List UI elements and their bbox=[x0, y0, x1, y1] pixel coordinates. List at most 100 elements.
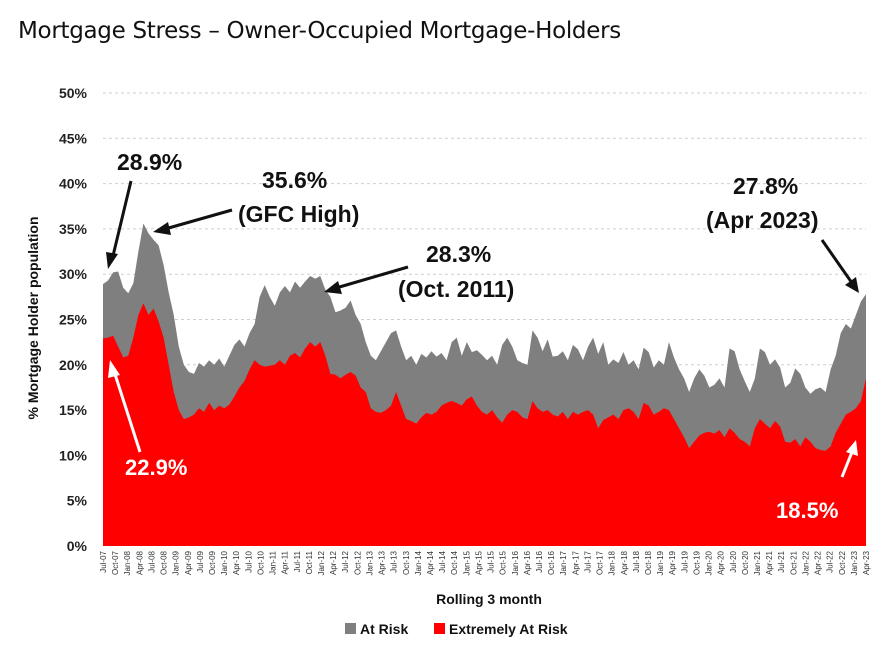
x-tick-label: Jan-19 bbox=[656, 550, 665, 575]
x-tick-label: Oct-18 bbox=[644, 550, 653, 575]
x-tick-label: Jan-12 bbox=[317, 550, 326, 575]
arrow-gfc-high-head bbox=[153, 222, 171, 235]
x-tick-label: Apr-12 bbox=[329, 550, 338, 575]
x-tick-label: Apr-19 bbox=[668, 550, 677, 575]
chart-areas bbox=[103, 223, 866, 546]
x-tick-label: Jul-14 bbox=[438, 550, 447, 572]
x-tick-label: Apr-11 bbox=[281, 550, 290, 574]
x-tick-label: Jan-09 bbox=[172, 550, 181, 575]
arrow-18-5 bbox=[840, 451, 854, 478]
x-tick-label: Oct-13 bbox=[402, 550, 411, 575]
x-tick-label: Jan-10 bbox=[220, 550, 229, 575]
x-tick-label: Oct-22 bbox=[838, 550, 847, 575]
x-axis-label: Rolling 3 month bbox=[436, 591, 542, 607]
x-tick-label: Jan-13 bbox=[365, 550, 374, 575]
x-tick-label: Apr-13 bbox=[378, 550, 387, 575]
x-tick-label: Oct-09 bbox=[208, 550, 217, 575]
x-tick-label: Apr-16 bbox=[523, 550, 532, 575]
x-tick-label: Oct-14 bbox=[450, 550, 459, 575]
x-tick-label: Apr-22 bbox=[814, 550, 823, 575]
legend-swatch-extremely-at-risk bbox=[434, 623, 445, 634]
arrow-22-9-head bbox=[108, 360, 120, 378]
x-tick-label: Apr-18 bbox=[620, 550, 629, 575]
x-tick-label: Jul-18 bbox=[632, 550, 641, 572]
y-tick-label: 25% bbox=[59, 312, 88, 328]
x-axis-ticks: Jul-07 Oct-07 Jan-08 Apr-08 Jul-08 Oct-08 Jan-… bbox=[99, 550, 871, 575]
x-tick-label: Apr-14 bbox=[426, 550, 435, 575]
annotation-28-9: 28.9% bbox=[117, 149, 182, 175]
y-axis-label: % Mortgage Holder population bbox=[25, 217, 41, 420]
x-tick-label: Oct-19 bbox=[692, 550, 701, 575]
x-tick-label: Jul-11 bbox=[293, 550, 302, 572]
annotation-28-3: 28.3% bbox=[426, 241, 491, 267]
y-tick-label: 20% bbox=[59, 357, 88, 373]
y-tick-label: 45% bbox=[59, 130, 88, 146]
x-tick-label: Oct-12 bbox=[353, 550, 362, 575]
y-tick-label: 0% bbox=[67, 538, 88, 554]
legend-swatch-at-risk bbox=[345, 623, 356, 634]
y-tick-label: 40% bbox=[59, 176, 88, 192]
arrow-18-5-head bbox=[846, 440, 858, 456]
x-tick-label: Jan-22 bbox=[801, 550, 810, 575]
x-tick-label: Jan-17 bbox=[559, 550, 568, 575]
x-tick-label: Jan-11 bbox=[269, 550, 278, 574]
x-tick-label: Apr-10 bbox=[232, 550, 241, 575]
y-tick-label: 10% bbox=[59, 447, 88, 463]
x-tick-label: Jul-12 bbox=[341, 550, 350, 572]
x-tick-label: Jul-09 bbox=[196, 550, 205, 572]
x-tick-label: Apr-09 bbox=[184, 550, 193, 575]
x-tick-label: Jul-20 bbox=[729, 550, 738, 572]
y-tick-label: 5% bbox=[67, 493, 88, 509]
arrow-gfc-high bbox=[164, 208, 233, 231]
x-tick-label: Jul-13 bbox=[390, 550, 399, 572]
arrow-apr-2023 bbox=[820, 239, 854, 284]
x-tick-label: Jan-08 bbox=[123, 550, 132, 575]
annotation-arrows bbox=[106, 180, 859, 478]
x-tick-label: Oct-17 bbox=[596, 550, 605, 575]
x-tick-label: Oct-11 bbox=[305, 550, 314, 574]
arrow-oct-2011 bbox=[335, 265, 409, 290]
arrow-apr-2023-head bbox=[845, 277, 859, 293]
arrow-28-9 bbox=[110, 180, 133, 261]
x-tick-label: Oct-20 bbox=[741, 550, 750, 575]
chart-title: Mortgage Stress – Owner-Occupied Mortgag… bbox=[18, 18, 621, 44]
annotation-27-8: 27.8% bbox=[733, 173, 798, 199]
y-tick-label: 35% bbox=[59, 221, 88, 237]
annotation-18-5: 18.5% bbox=[776, 498, 838, 523]
x-tick-label: Jan-15 bbox=[462, 550, 471, 575]
x-tick-label: Jul-16 bbox=[535, 550, 544, 572]
x-tick-label: Jul-21 bbox=[777, 550, 786, 572]
x-tick-label: Apr-20 bbox=[717, 550, 726, 575]
x-tick-label: Apr-21 bbox=[765, 550, 774, 575]
x-tick-label: Jan-14 bbox=[414, 550, 423, 575]
y-axis-ticks: 0% 5% 10% 15% 20% 25% 30% 35% 40% 45% 50% bbox=[59, 85, 88, 554]
x-tick-label: Oct-10 bbox=[256, 550, 265, 575]
legend-label-at-risk: At Risk bbox=[360, 621, 408, 637]
y-tick-label: 50% bbox=[59, 85, 88, 101]
arrow-28-9-head bbox=[106, 252, 118, 269]
x-tick-label: Apr-17 bbox=[571, 550, 580, 575]
x-tick-label: Jan-16 bbox=[511, 550, 520, 575]
x-tick-label: Jan-23 bbox=[850, 550, 859, 575]
y-tick-label: 15% bbox=[59, 402, 88, 418]
x-tick-label: Jul-17 bbox=[583, 550, 592, 572]
x-tick-label: Apr-23 bbox=[862, 550, 871, 575]
x-tick-label: Oct-15 bbox=[499, 550, 508, 575]
x-tick-label: Jul-15 bbox=[487, 550, 496, 572]
arrow-oct-2011-head bbox=[324, 281, 342, 294]
annotation-gfc-high: (GFC High) bbox=[238, 201, 359, 227]
x-tick-label: Apr-15 bbox=[474, 550, 483, 575]
x-tick-label: Jan-20 bbox=[705, 550, 714, 575]
area-extremely-at-risk bbox=[103, 303, 866, 546]
annotation-apr-2023: (Apr 2023) bbox=[706, 207, 818, 233]
y-tick-label: 30% bbox=[59, 266, 88, 282]
x-tick-label: Oct-21 bbox=[789, 550, 798, 575]
annotation-35-6: 35.6% bbox=[262, 167, 327, 193]
x-tick-label: Oct-08 bbox=[160, 550, 169, 575]
x-tick-label: Jul-08 bbox=[147, 550, 156, 572]
annotation-oct-2011: (Oct. 2011) bbox=[398, 276, 514, 302]
x-tick-label: Jul-19 bbox=[680, 550, 689, 572]
x-tick-label: Jul-22 bbox=[826, 550, 835, 572]
x-tick-label: Oct-07 bbox=[111, 550, 120, 575]
